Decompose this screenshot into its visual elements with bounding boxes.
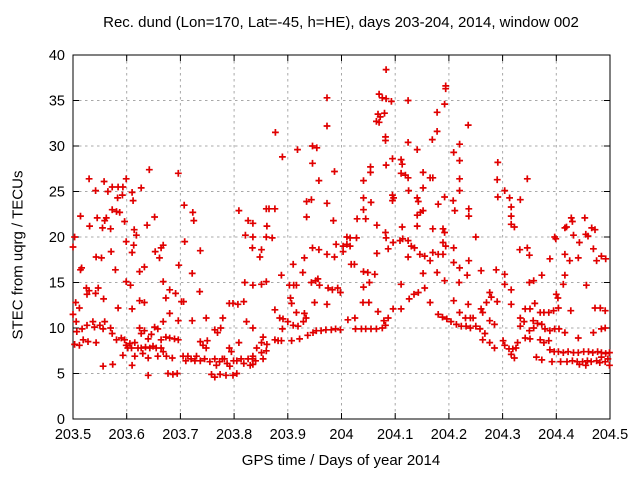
grid-lines: [73, 55, 610, 419]
svg-text:0: 0: [57, 412, 65, 428]
chart-title: Rec. dund (Lon=170, Lat=-45, h=HE), days…: [103, 14, 579, 31]
svg-text:40: 40: [49, 48, 65, 64]
svg-text:10: 10: [49, 321, 65, 337]
svg-text:204.4: 204.4: [538, 427, 574, 443]
svg-text:204.3: 204.3: [484, 427, 520, 443]
y-axis-label: STEC from uqrg / TECUs: [9, 170, 27, 340]
svg-text:203.5: 203.5: [55, 427, 91, 443]
svg-text:30: 30: [49, 139, 65, 155]
svg-text:20: 20: [49, 230, 65, 246]
svg-text:25: 25: [49, 185, 65, 201]
x-tick-labels: 203.5 203.6 203.7 203.8 203.9 204 204.1 204.2 20…: [55, 427, 628, 443]
y-tick-labels: 0 5 10 15 20 25 30 35 40: [49, 48, 65, 428]
data-points: [69, 66, 613, 381]
svg-text:203.7: 203.7: [162, 427, 198, 443]
svg-text:204.1: 204.1: [377, 427, 413, 443]
svg-text:35: 35: [49, 94, 65, 110]
x-axis-label: GPS time / Days of year 2014: [241, 452, 441, 469]
svg-text:203.6: 203.6: [109, 427, 145, 443]
svg-text:5: 5: [57, 367, 65, 383]
svg-text:203.9: 203.9: [270, 427, 306, 443]
svg-text:204.5: 204.5: [592, 427, 628, 443]
svg-text:204: 204: [329, 427, 353, 443]
svg-text:203.8: 203.8: [216, 427, 252, 443]
svg-text:204.2: 204.2: [431, 427, 467, 443]
svg-text:15: 15: [49, 276, 65, 292]
